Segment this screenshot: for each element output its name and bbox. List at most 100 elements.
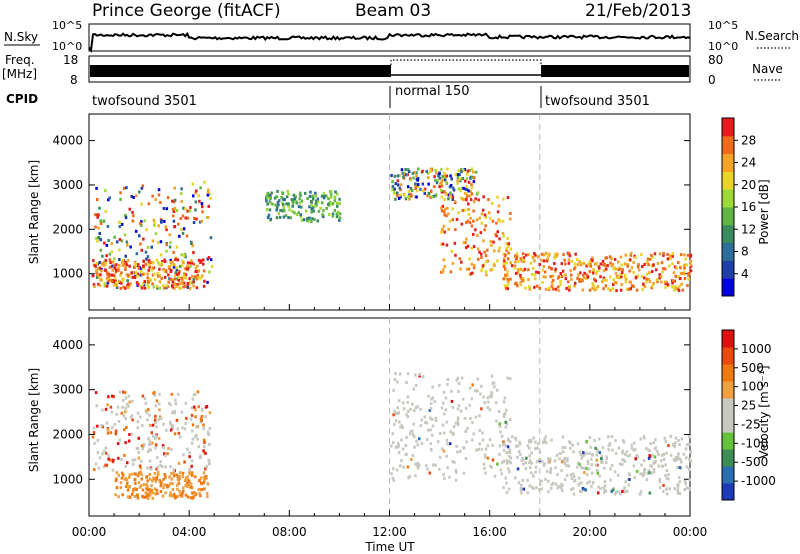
data-cell [511, 435, 514, 439]
data-cell [501, 232, 505, 235]
data-cell [585, 466, 588, 470]
data-cell [647, 263, 650, 267]
data-cell [151, 282, 154, 286]
data-cell [145, 228, 148, 232]
data-cell [184, 476, 188, 480]
data-cell [180, 253, 183, 257]
data-cell [467, 180, 471, 184]
data-cell [404, 168, 407, 171]
data-cell [557, 276, 560, 280]
data-cell [619, 255, 623, 259]
data-cell [505, 284, 509, 288]
data-cell [138, 234, 141, 238]
data-cell [592, 268, 595, 272]
data-cell [126, 402, 129, 406]
data-cell [164, 225, 167, 229]
data-cell [173, 263, 176, 267]
data-cell [465, 237, 468, 241]
data-cell [502, 448, 506, 452]
data-cell [336, 192, 339, 196]
data-cell [469, 198, 473, 202]
data-cell [528, 285, 531, 289]
data-cell [127, 286, 130, 289]
data-cell [652, 470, 656, 474]
data-cell [456, 421, 460, 425]
data-cell [606, 264, 609, 268]
data-cell [632, 285, 635, 289]
data-cell [415, 439, 418, 443]
data-cell [449, 194, 452, 198]
data-cell [492, 381, 496, 385]
data-cell [282, 215, 286, 219]
data-cell [546, 469, 549, 473]
data-cell [108, 265, 112, 269]
colorbar-swatch [722, 466, 734, 484]
data-cell [148, 439, 151, 443]
data-cell [516, 271, 520, 274]
data-cell [683, 253, 686, 257]
data-cell [465, 267, 469, 271]
data-cell [160, 276, 163, 280]
data-cell [440, 190, 444, 194]
data-cell [579, 271, 582, 275]
data-cell [119, 486, 122, 490]
freq-right-tick-bottom: 0 [708, 73, 716, 87]
data-cell [467, 212, 471, 216]
data-cell [513, 266, 517, 270]
data-cell [400, 438, 403, 442]
data-cell [608, 442, 612, 446]
data-cell [392, 388, 395, 392]
data-cell [115, 284, 118, 287]
data-cell [131, 418, 134, 422]
data-cell [468, 257, 471, 261]
data-cell [118, 390, 122, 394]
data-cell [505, 261, 508, 265]
data-cell [667, 473, 670, 477]
data-cell [498, 444, 502, 448]
data-cell [122, 390, 125, 394]
data-cell [422, 375, 425, 379]
data-cell [197, 194, 200, 198]
data-cell [581, 486, 585, 490]
data-cell [686, 253, 690, 257]
data-cell [490, 395, 493, 399]
data-cell [145, 257, 148, 261]
data-cell [171, 285, 174, 289]
data-cell [466, 194, 469, 198]
data-cell [626, 263, 630, 267]
data-cell [198, 199, 201, 203]
data-cell [426, 171, 430, 175]
data-cell [689, 269, 693, 273]
data-cell [190, 274, 194, 278]
data-cell [486, 396, 489, 400]
data-cell [504, 276, 507, 280]
data-cell [478, 442, 481, 446]
data-cell [150, 431, 153, 435]
data-cell [418, 374, 421, 378]
data-cell [488, 394, 492, 398]
data-cell [493, 474, 497, 478]
data-cell [589, 264, 593, 268]
data-cell [184, 276, 188, 280]
data-cell [547, 457, 550, 461]
data-cell [443, 171, 446, 175]
data-cell [186, 264, 189, 268]
data-cell [97, 236, 100, 240]
data-cell [444, 408, 448, 412]
data-cell [464, 456, 468, 460]
data-cell [639, 472, 642, 476]
data-cell [123, 233, 127, 237]
data-cell [397, 442, 400, 446]
freq-left-tick-bottom: 8 [70, 73, 78, 87]
data-cell [556, 486, 560, 490]
data-cell [419, 187, 422, 191]
data-cell [630, 443, 633, 447]
data-cell [176, 272, 179, 276]
data-cell [163, 483, 166, 487]
data-cell [110, 264, 114, 268]
data-cell [414, 185, 418, 189]
data-cell [310, 207, 314, 211]
data-cell [171, 424, 175, 428]
data-cell [151, 479, 154, 483]
data-cell [95, 186, 98, 190]
